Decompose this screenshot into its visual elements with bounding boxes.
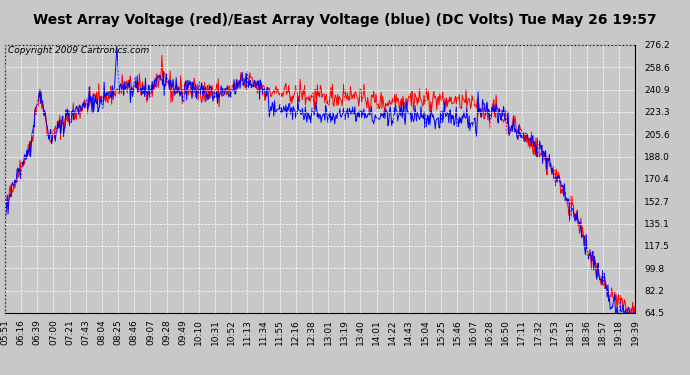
Text: West Array Voltage (red)/East Array Voltage (blue) (DC Volts) Tue May 26 19:57: West Array Voltage (red)/East Array Volt…: [33, 13, 657, 27]
Text: Copyright 2009 Cartronics.com: Copyright 2009 Cartronics.com: [8, 46, 150, 56]
